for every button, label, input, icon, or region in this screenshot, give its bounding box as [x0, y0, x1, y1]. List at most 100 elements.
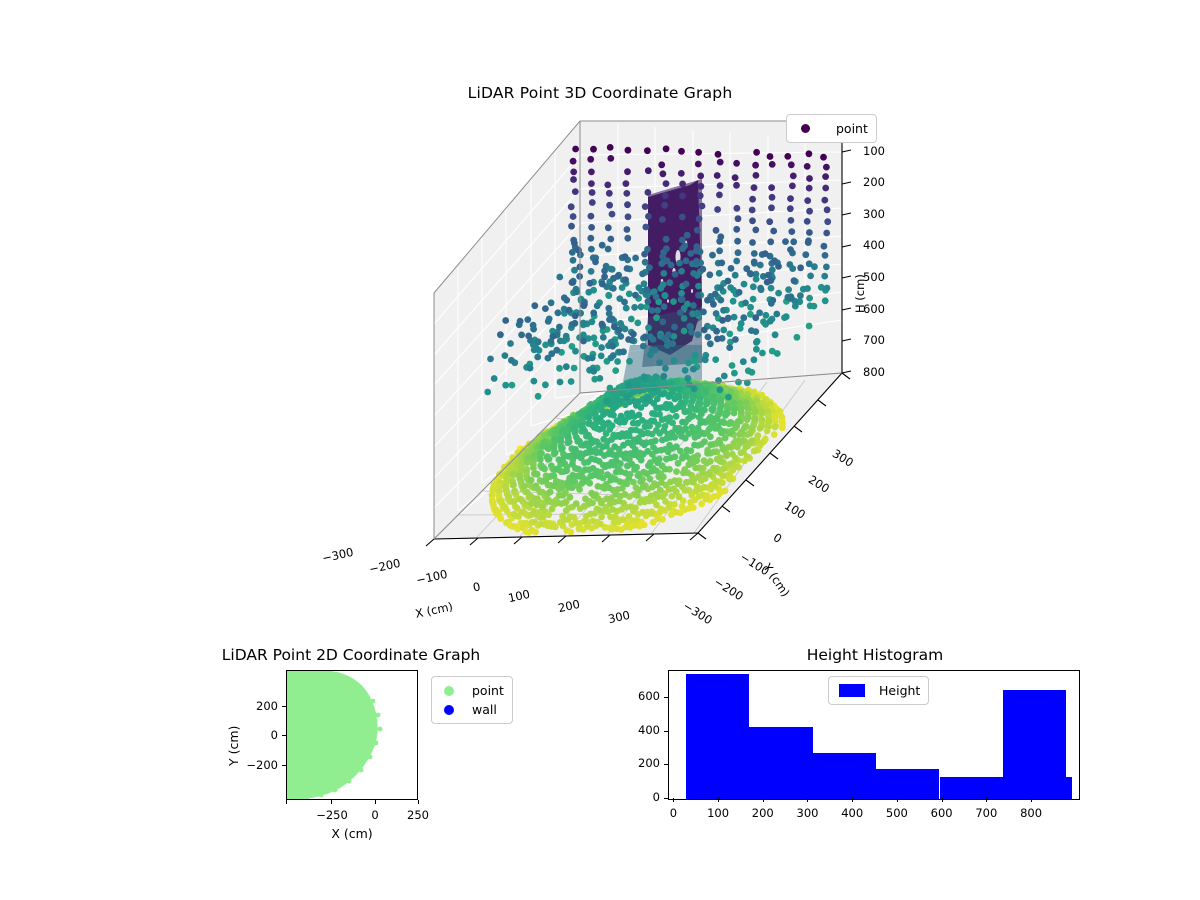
plot3d-ztick-7: 700: [863, 333, 885, 347]
scatter-point-3d: [559, 491, 567, 499]
scatter-point-3d: [609, 342, 616, 350]
scatter-point-3d: [752, 172, 760, 179]
scatter-point-3d: [756, 309, 763, 317]
scatter-point-3d: [544, 444, 551, 452]
scatter-point-3d: [787, 195, 794, 202]
plot3d-ztick-3: 300: [863, 207, 885, 221]
scatter-point-3d: [605, 310, 613, 317]
scatter-point-3d: [820, 242, 828, 250]
scatter-point-3d: [701, 356, 709, 364]
scatter-point-3d: [571, 312, 579, 320]
scatter-point-3d: [748, 206, 756, 214]
plot2d-xtick-1: 0: [371, 808, 379, 822]
scatter-point-3d: [594, 483, 602, 490]
scatter-point-3d: [717, 296, 725, 304]
scatter-point-3d: [587, 268, 595, 275]
scatter-point-3d: [822, 173, 829, 180]
scatter-point-3d: [604, 181, 612, 189]
scatter-point-3d: [579, 319, 587, 327]
scatter-point-3d: [695, 292, 702, 299]
legend-item-wall-2d[interactable]: wall: [440, 700, 504, 719]
scatter-point-3d: [621, 454, 629, 462]
scatter-point-3d: [605, 304, 613, 312]
scatter-point-3d: [630, 330, 637, 338]
plot2d-legend[interactable]: point wall: [431, 676, 513, 724]
scatter-point-3d: [699, 265, 707, 273]
scatter-point-3d: [639, 270, 646, 278]
scatter-point-3d: [545, 511, 553, 519]
scatter-point-3d: [805, 237, 812, 245]
scatter-point-3d: [673, 468, 680, 475]
scatter-point-3d: [737, 449, 745, 457]
histogram-xtick-label: 500: [885, 806, 908, 820]
scatter-point-3d: [787, 246, 794, 254]
scatter-point-3d: [680, 469, 687, 477]
scatter-point-3d: [527, 476, 535, 484]
scatter-point-3d: [586, 279, 594, 287]
scatter-point-3d: [678, 147, 685, 155]
scatter-point-3d: [572, 347, 579, 355]
scatter-point-3d: [762, 311, 770, 319]
histogram-xtick-label: 400: [841, 806, 864, 820]
scatter-point-3d: [675, 493, 683, 501]
plot3d-axes[interactable]: −300 −200 −100 0 100 200 300 X (cm) −300…: [321, 105, 890, 645]
scatter-point-3d: [748, 368, 756, 376]
histogram-xtick-label: 0: [669, 806, 678, 820]
scatter-point-3d: [546, 488, 554, 496]
scatter-point-3d: [544, 354, 552, 362]
scatter-point-3d: [608, 525, 616, 533]
scatter-point-3d: [730, 313, 738, 321]
scatter-point-3d: [645, 324, 652, 332]
scatter-point-3d: [726, 344, 734, 351]
scatter-point-3d: [741, 457, 748, 465]
histogram-legend[interactable]: Height: [828, 676, 930, 705]
scatter-point-3d: [642, 512, 650, 520]
scatter-point-3d: [617, 412, 625, 420]
histogram-bar: [939, 777, 1003, 799]
scatter-point-3d: [752, 226, 760, 234]
scatter-point-3d: [622, 180, 630, 187]
scatter-point-3d: [569, 213, 577, 220]
scatter-point-3d: [612, 367, 620, 374]
histogram-xtick-mark: [718, 798, 720, 802]
legend-item-height[interactable]: Height: [837, 681, 920, 700]
plot2d-axes[interactable]: [286, 670, 418, 800]
scatter-point-3d: [775, 263, 782, 270]
scatter-point-3d: [640, 373, 648, 381]
scatter-point-3d: [534, 392, 542, 400]
scatter-point-3d: [587, 234, 595, 242]
scatter-point-3d: [735, 288, 743, 296]
plot2d-xtick-2: 250: [407, 808, 429, 822]
scatter-point-3d: [784, 153, 792, 160]
scatter-point-3d: [711, 290, 719, 298]
scatter-point-3d: [590, 334, 598, 342]
histogram-ytick-mark: [664, 696, 668, 698]
scatter-point-3d: [733, 159, 740, 167]
histogram-bar: [749, 726, 813, 799]
scatter-point-3d: [806, 294, 813, 302]
scatter-point-3d: [787, 294, 795, 302]
scatter-point-3d: [785, 286, 792, 293]
scatter-point-3d: [771, 423, 779, 431]
scatter-point-3d: [716, 182, 724, 189]
scatter-point-3d: [707, 485, 715, 493]
legend-item-point-2d[interactable]: point: [440, 681, 504, 700]
scatter-point-3d: [697, 182, 705, 190]
scatter-point-3d: [750, 184, 758, 191]
scatter-point-3d: [693, 226, 701, 234]
histogram-ytick-mark: [664, 730, 668, 732]
scatter-point-3d: [693, 309, 701, 317]
scatter-point-3d: [734, 443, 741, 451]
scatter-point-3d: [678, 432, 685, 440]
scatter-point-3d: [634, 472, 642, 479]
plot3d-legend[interactable]: point: [786, 114, 877, 143]
scatter-point-3d: [743, 265, 751, 273]
scatter-point-3d: [661, 292, 669, 299]
scatter-point-3d: [640, 280, 648, 288]
scatter-point-3d: [770, 227, 778, 235]
legend-item-point[interactable]: point: [795, 119, 868, 138]
scatter-point-3d: [717, 284, 724, 291]
scatter-point-3d: [637, 303, 645, 311]
scatter-point-3d: [601, 463, 609, 471]
scatter-point-3d: [768, 193, 776, 201]
